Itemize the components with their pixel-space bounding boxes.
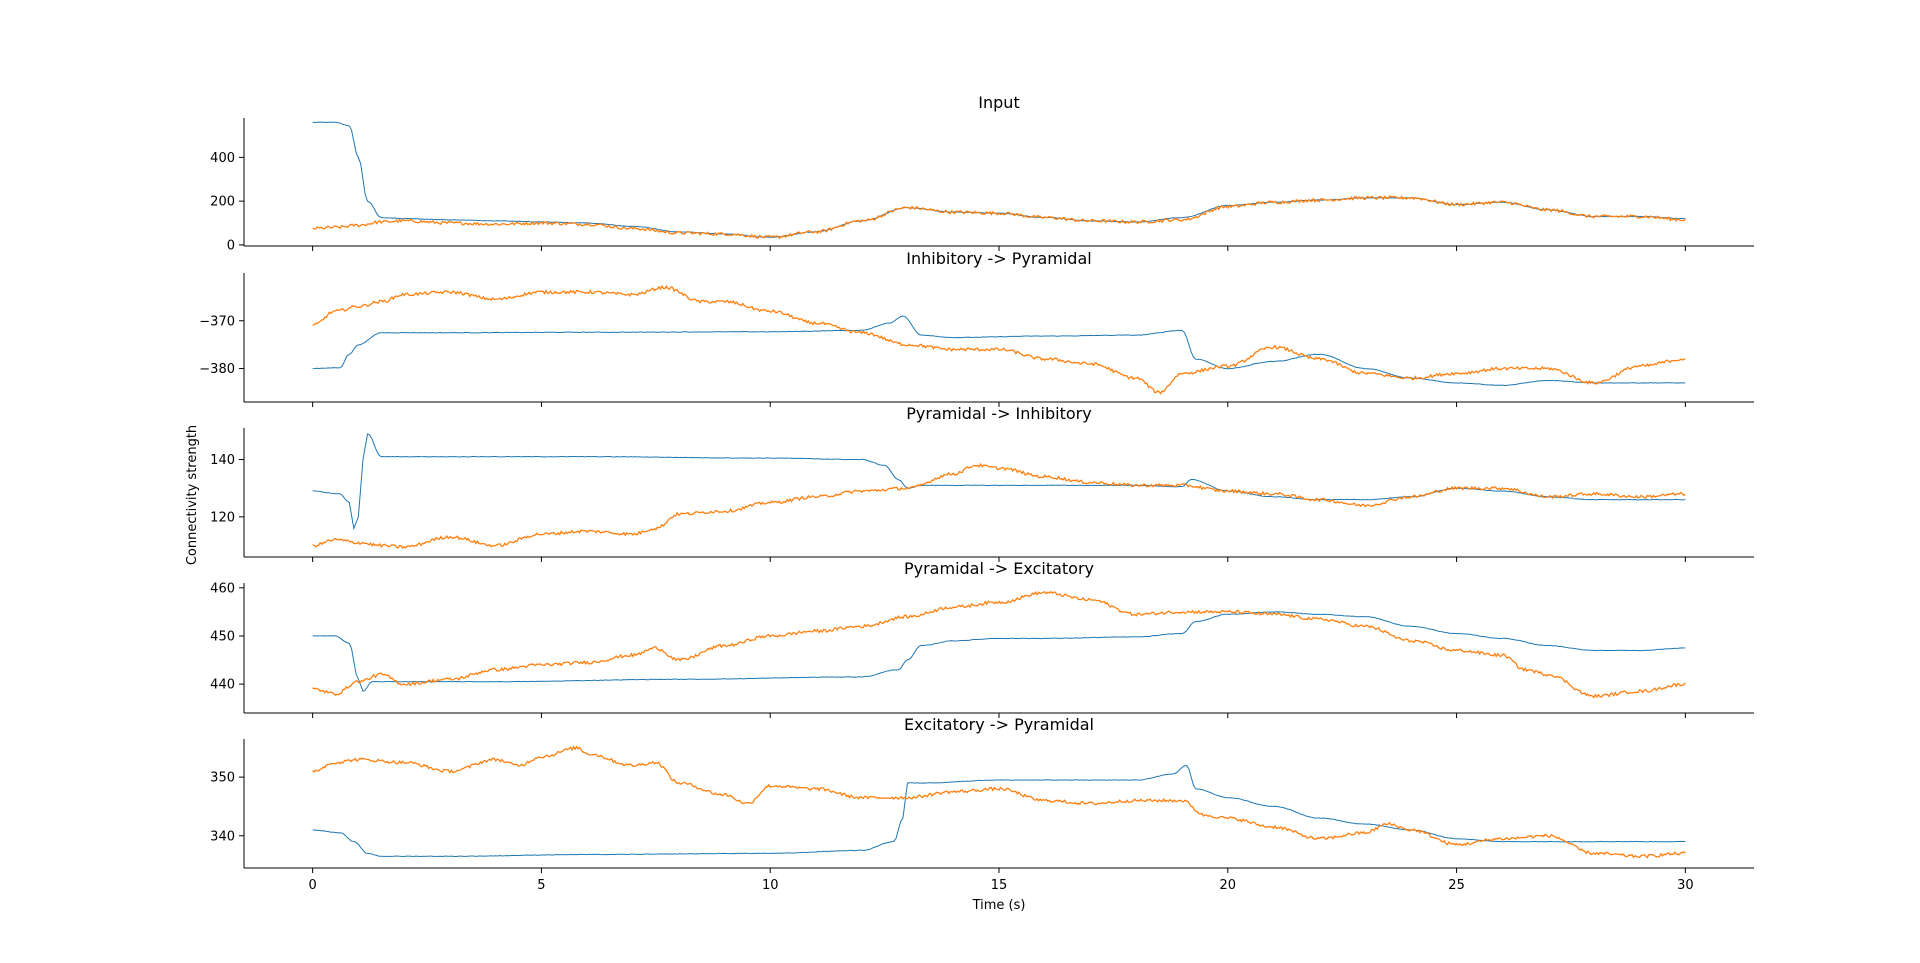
y-tick-label: −370 <box>199 314 235 329</box>
series-line-a <box>312 764 1686 858</box>
x-axis-label: Time (s) <box>972 898 1026 913</box>
y-tick-label: 340 <box>210 829 235 844</box>
panel-title: Input <box>978 93 1019 112</box>
y-tick-label: 120 <box>210 510 235 525</box>
panel-1: Inhibitory -> Pyramidal −380 −370 <box>199 249 1754 407</box>
x-tick-label: 30 <box>1677 878 1694 893</box>
y-tick-label: 440 <box>210 678 235 693</box>
panel-0: Input 0 200 400 <box>210 93 1754 253</box>
panel-title: Inhibitory -> Pyramidal <box>906 249 1091 268</box>
panel-2: Pyramidal -> Inhibitory 120 140 <box>210 404 1754 562</box>
series-line-b <box>312 590 1686 699</box>
y-tick-label: 400 <box>210 151 235 166</box>
y-tick-label: 350 <box>210 771 235 786</box>
series-line-b <box>312 745 1686 859</box>
y-tick-label: 450 <box>210 629 235 644</box>
y-tick-label: 200 <box>210 195 235 210</box>
series-line-a <box>312 315 1686 386</box>
series-line-b <box>312 284 1686 395</box>
y-tick-label: 460 <box>210 581 235 596</box>
y-tick-label: 140 <box>210 453 235 468</box>
series-line-b <box>312 195 1686 240</box>
panel-4: Excitatory -> Pyramidal 340 350 0 5 10 15 20 25 3… <box>210 715 1754 893</box>
x-tick-label: 15 <box>991 878 1008 893</box>
x-tick-label: 20 <box>1220 878 1237 893</box>
y-axis-label: Connectivity strength <box>185 425 200 565</box>
panel-title: Pyramidal -> Excitatory <box>904 559 1094 578</box>
x-tick-label: 10 <box>762 878 779 893</box>
series-line-a <box>312 121 1686 238</box>
series-line-a <box>312 611 1686 693</box>
series-line-a <box>312 433 1686 531</box>
y-tick-label: −380 <box>199 362 235 377</box>
series-line-b <box>312 462 1686 549</box>
panel-title: Pyramidal -> Inhibitory <box>906 404 1091 423</box>
y-tick-label: 0 <box>227 238 235 253</box>
panel-3: Pyramidal -> Excitatory 440 450 460 <box>210 559 1754 718</box>
panel-title: Excitatory -> Pyramidal <box>904 715 1094 734</box>
x-tick-label: 5 <box>537 878 545 893</box>
x-tick-label: 0 <box>308 878 316 893</box>
x-tick-label: 25 <box>1448 878 1465 893</box>
